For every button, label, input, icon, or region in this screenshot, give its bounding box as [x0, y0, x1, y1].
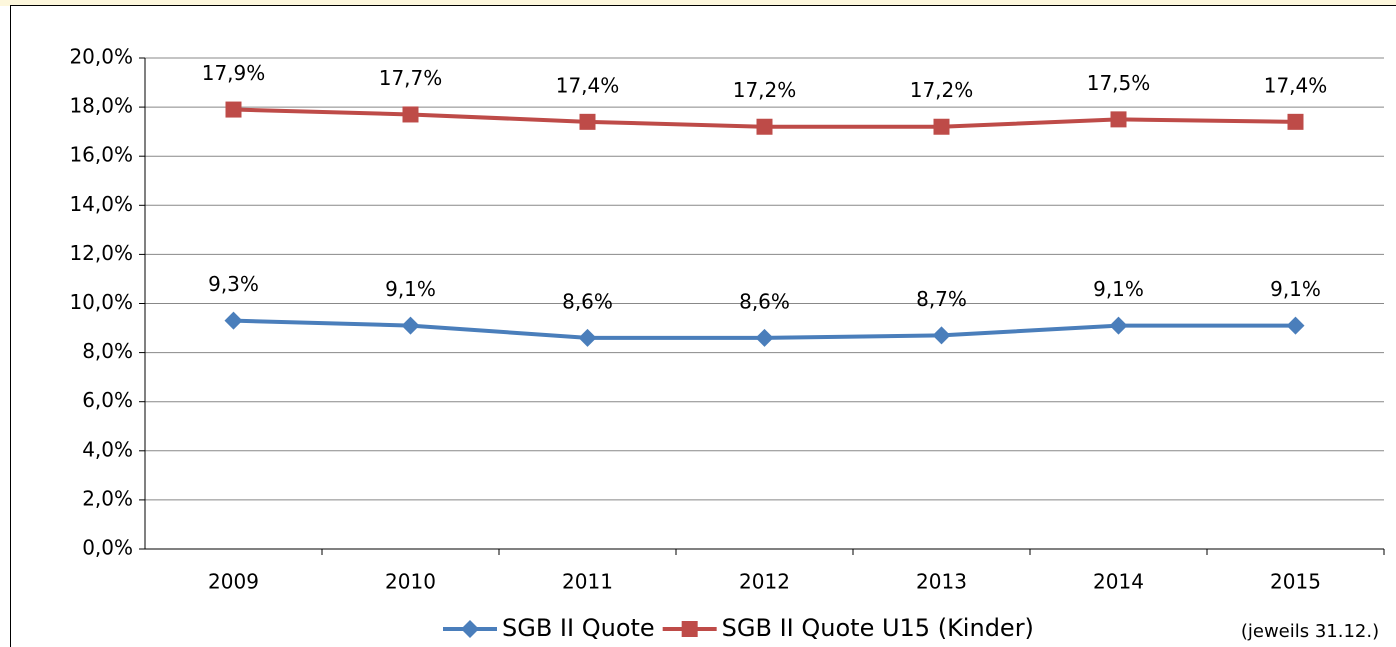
annotation: (jeweils 31.12.) [1241, 621, 1379, 642]
y-tick-label: 14,0% [69, 192, 133, 216]
marker [932, 326, 951, 345]
x-tick-label: 2013 [916, 570, 967, 594]
marker [401, 316, 420, 335]
data-label: 9,3% [208, 272, 259, 296]
y-tick-label: 2,0% [82, 486, 133, 510]
marker [933, 118, 950, 135]
y-tick-label: 20,0% [69, 45, 133, 69]
y-tick-label: 6,0% [82, 388, 133, 412]
data-label: 9,1% [1270, 277, 1321, 301]
marker [579, 113, 596, 130]
marker [1109, 316, 1128, 335]
x-tick-label: 2010 [385, 570, 436, 594]
x-tick-label: 2009 [208, 570, 259, 594]
x-tick-label: 2012 [739, 570, 790, 594]
data-label: 17,4% [1264, 73, 1328, 97]
data-label: 8,7% [916, 287, 967, 311]
y-tick-label: 18,0% [69, 94, 133, 118]
legend-label: SGB II Quote [502, 614, 655, 642]
data-label: 17,4% [556, 73, 620, 97]
marker [402, 106, 419, 123]
y-tick-label: 0,0% [82, 536, 133, 560]
marker [1110, 111, 1127, 128]
data-label: 17,2% [733, 78, 797, 102]
data-label: 8,6% [562, 289, 613, 313]
marker [224, 311, 243, 330]
x-tick-label: 2015 [1270, 570, 1321, 594]
y-tick-label: 8,0% [82, 339, 133, 363]
marker [755, 328, 774, 347]
data-label: 8,6% [739, 289, 790, 313]
data-label: 9,1% [385, 277, 436, 301]
marker [578, 328, 597, 347]
top-band [0, 0, 1396, 6]
marker [461, 620, 479, 638]
x-tick-label: 2011 [562, 570, 613, 594]
data-label: 17,5% [1087, 71, 1151, 95]
y-tick-label: 16,0% [69, 143, 133, 167]
y-tick-label: 12,0% [69, 241, 133, 265]
data-label: 17,9% [202, 61, 266, 85]
legend-label: SGB II Quote U15 (Kinder) [722, 614, 1034, 642]
y-tick-label: 4,0% [82, 437, 133, 461]
y-tick-label: 10,0% [69, 290, 133, 314]
x-tick-label: 2014 [1093, 570, 1144, 594]
marker [225, 101, 242, 118]
data-label: 9,1% [1093, 277, 1144, 301]
marker [1286, 316, 1305, 335]
marker [681, 621, 698, 637]
data-label: 17,7% [379, 66, 443, 90]
data-label: 17,2% [910, 78, 974, 102]
marker [1287, 113, 1304, 130]
marker [756, 118, 773, 135]
